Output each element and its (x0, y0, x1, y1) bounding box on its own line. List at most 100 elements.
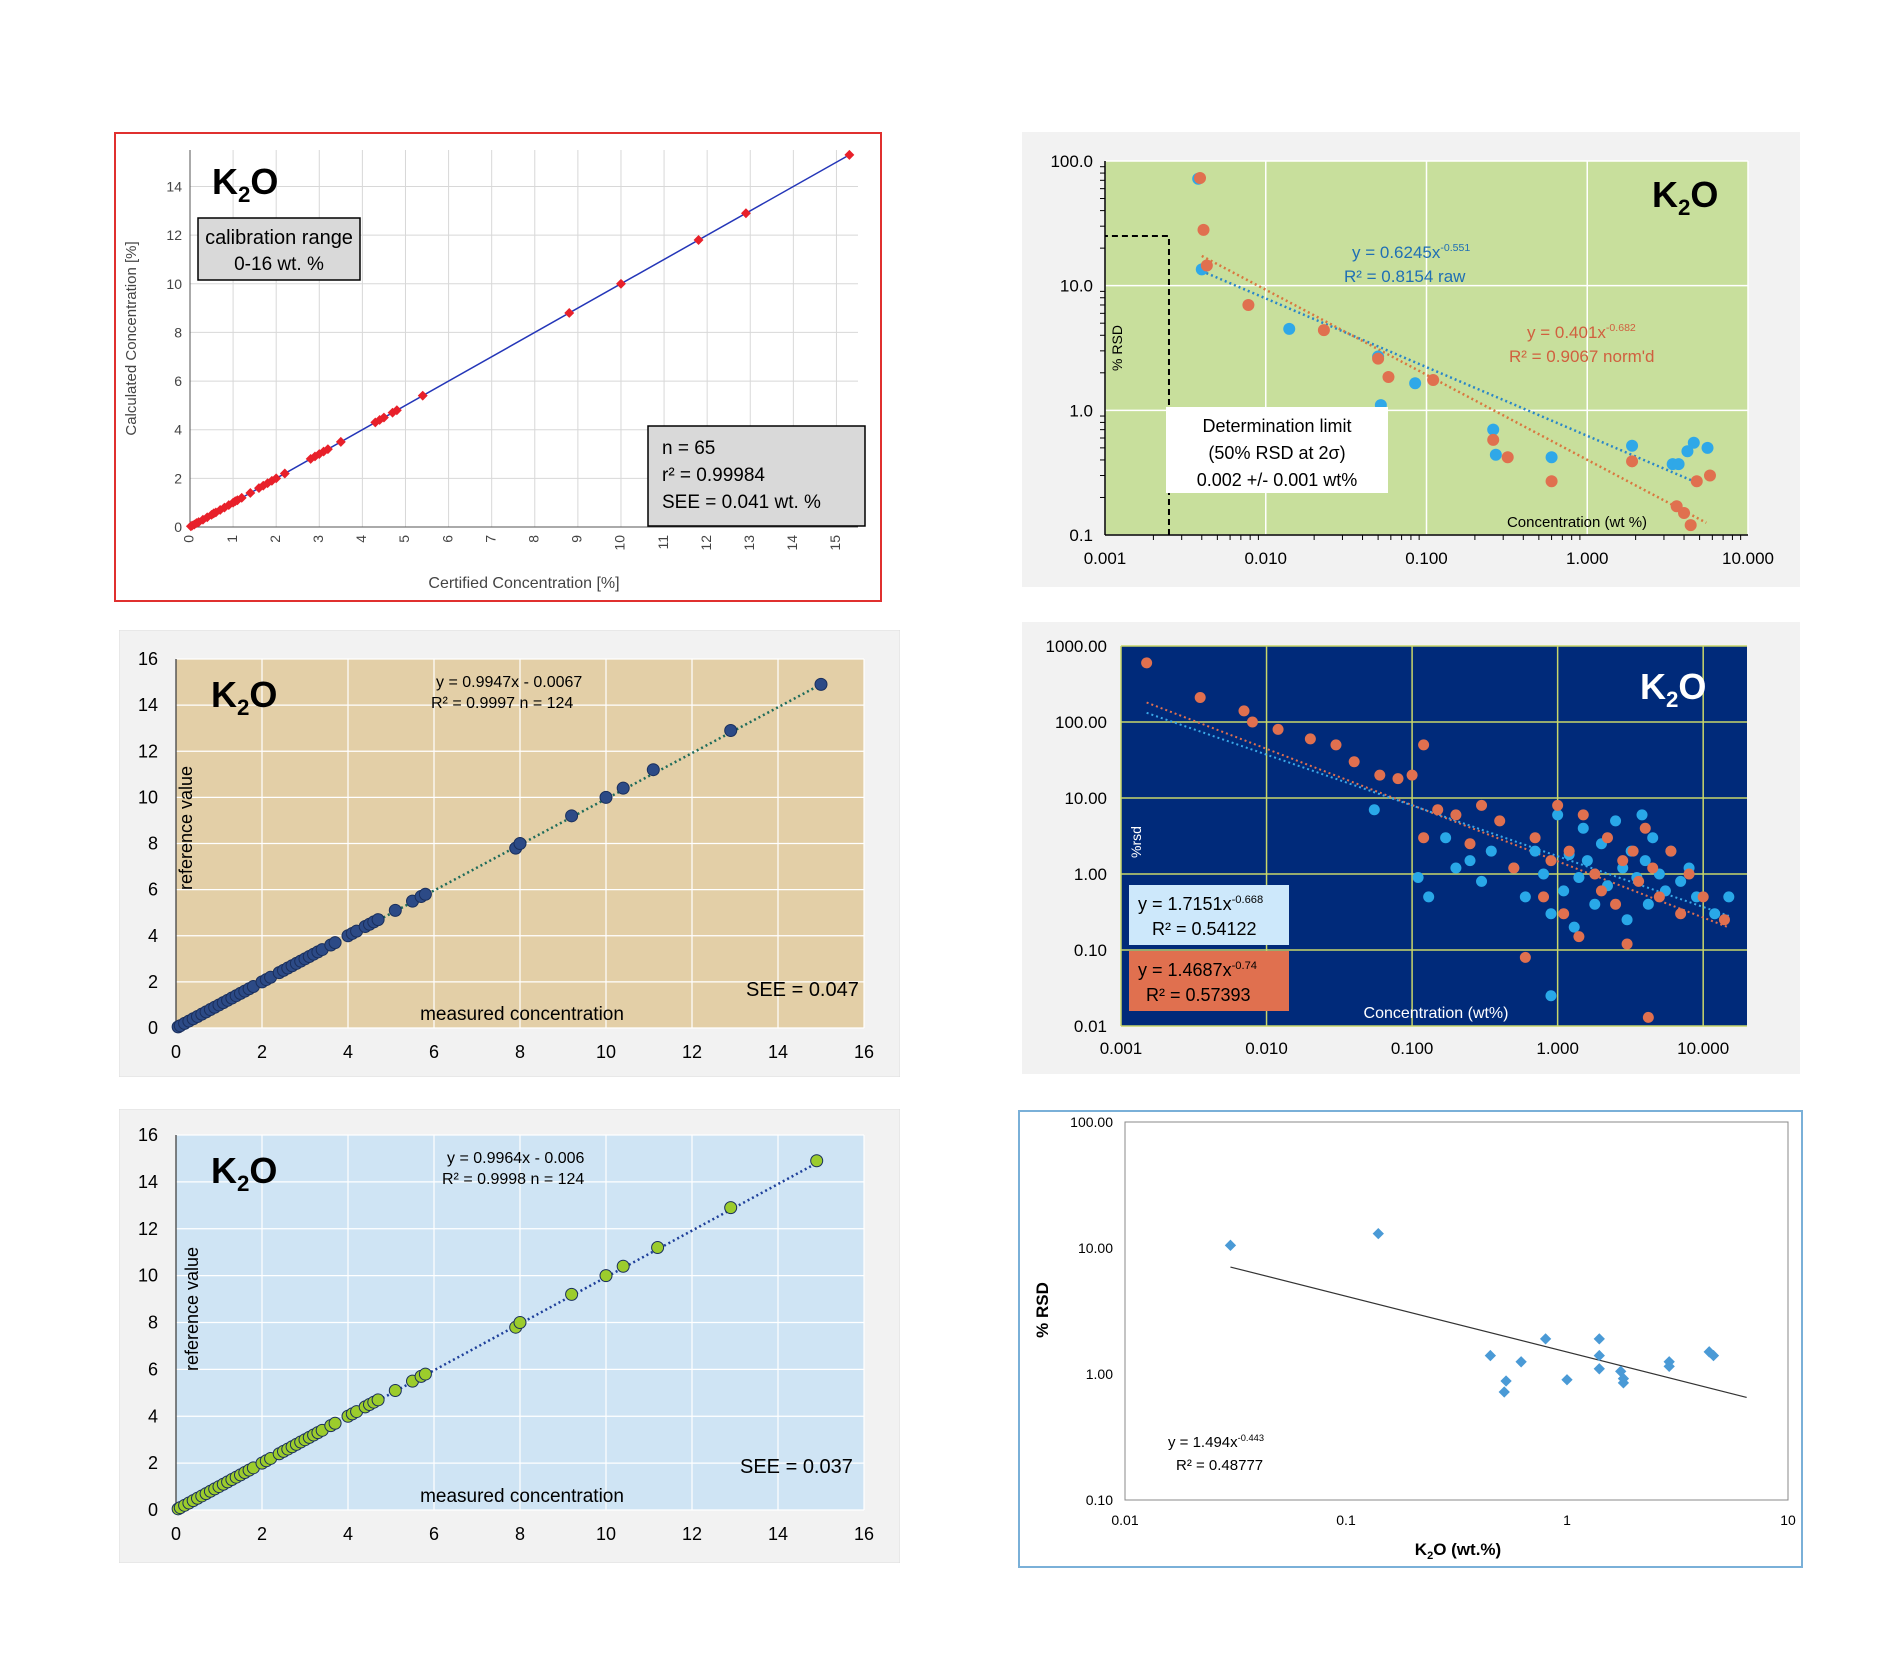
data-point-red (1450, 809, 1462, 821)
data-point (245, 487, 256, 498)
data-point (371, 1393, 385, 1407)
x-tick-label: 8 (515, 1524, 525, 1544)
y-tick-label: 0 (148, 1500, 158, 1520)
x-tick-label: 1.000 (1566, 549, 1609, 568)
rsd-chart-navy: 0.001 0.010 0.100 1.000 10.000 0.01 0.10 1.00 10… (1022, 622, 1800, 1074)
data-point-red (1647, 862, 1659, 874)
data-point-red (1627, 845, 1639, 857)
data-point (388, 903, 402, 917)
data-point-blue (1723, 891, 1735, 903)
y-axis-label: reference value (182, 1247, 202, 1371)
x-tick-label: 14 (768, 1524, 788, 1544)
data-point (328, 936, 342, 950)
data-point (418, 887, 432, 901)
equation-label: y = 0.9964x - 0.006 (447, 1150, 585, 1167)
trend-line-normd (1201, 254, 1707, 524)
y-tick-label: 10 (138, 787, 158, 807)
y-tick-label: 10.00 (1064, 789, 1107, 808)
data-point-blue (1558, 885, 1570, 897)
data-point-red (1633, 875, 1645, 887)
y-tick-label: 14 (138, 1172, 158, 1192)
data-point (810, 1154, 824, 1168)
y-tick-label: 12 (166, 227, 182, 243)
y-axis-label: Calculated Concentration [%] (123, 241, 140, 435)
stats-box-line: r² = 0.99984 (662, 465, 765, 486)
x-tick-label: 0 (171, 1524, 181, 1544)
data-point-blue (1573, 871, 1585, 883)
data-point-blue (1423, 891, 1435, 903)
data-point-raw (1489, 448, 1502, 461)
x-tick-label: 9 (569, 535, 585, 543)
x-tick-label: 6 (439, 535, 455, 543)
y-axis-label: reference value (176, 766, 196, 890)
data-point-blue (1529, 845, 1541, 857)
data-point-blue (1639, 855, 1651, 867)
data-point (814, 677, 828, 691)
data-point-normd (1501, 451, 1514, 464)
y-tick-label: 8 (148, 834, 158, 854)
r2-label: R² = 0.48777 (1176, 1457, 1263, 1474)
data-point-normd (1684, 519, 1697, 532)
r2-red: R² = 0.57393 (1146, 985, 1251, 1005)
data-point-red (1675, 908, 1687, 920)
data-point-raw (1545, 451, 1558, 464)
data-point (1561, 1374, 1573, 1386)
data-point (1593, 1333, 1605, 1345)
data-point-blue (1545, 908, 1557, 920)
data-point-normd (1545, 475, 1558, 488)
data-point-red (1392, 773, 1404, 785)
x-tick-label: 14 (768, 1042, 788, 1062)
x-tick-label: 8 (525, 535, 541, 543)
data-point-red (1653, 891, 1665, 903)
x-tick-label: 10 (596, 1524, 616, 1544)
data-point-red (1418, 739, 1430, 751)
y-tick-label: 100.00 (1070, 1114, 1113, 1130)
r2-blue: R² = 0.54122 (1152, 919, 1257, 939)
y-axis-label: %rsd (1128, 826, 1144, 858)
y-tick-label: 0 (148, 1018, 158, 1038)
data-point (322, 444, 333, 455)
data-point-raw (1409, 377, 1422, 390)
limit-box-line: (50% RSD at 2σ) (1208, 443, 1345, 463)
y-tick-label: 0.10 (1074, 941, 1107, 960)
y-tick-label: 16 (138, 1125, 158, 1145)
x-tick-label: 11 (655, 535, 671, 550)
trend-r2-normd: R² = 0.9067 norm'd (1509, 347, 1654, 366)
data-point-normd (1372, 352, 1385, 365)
x-tick-label: 0.010 (1244, 549, 1287, 568)
x-tick-label: 14 (784, 535, 800, 551)
x-tick-label: 0.001 (1084, 549, 1127, 568)
data-point (391, 405, 402, 416)
x-tick-label: 12 (698, 535, 714, 551)
data-point-red (1595, 885, 1607, 897)
see-label: SEE = 0.037 (740, 1456, 853, 1478)
data-point (1707, 1349, 1720, 1362)
fit-line (175, 1159, 822, 1512)
data-point (418, 1367, 432, 1381)
data-point-normd (1690, 475, 1703, 488)
y-tick-label: 2 (148, 1453, 158, 1473)
panel-border (1018, 1110, 1803, 1568)
data-point-blue (1552, 809, 1564, 821)
data-point-red (1545, 855, 1557, 867)
data-point (513, 837, 527, 850)
y-tick-label: 0.1 (1069, 526, 1093, 545)
x-tick-label: 10.000 (1722, 549, 1774, 568)
y-tick-label: 6 (174, 373, 182, 389)
panel-rsd-chart-green: 0.001 0.010 0.100 1.000 10.000 0.1 1.0 10.0 100.… (1022, 132, 1800, 587)
data-point-normd (1703, 469, 1716, 482)
data-point-red (1683, 868, 1695, 880)
panel-reference-chart-blue: 0 2 4 6 8 10 12 14 16 0 2 4 6 8 10 12 14 16 measured conce… (119, 1109, 900, 1563)
x-tick-label: 10 (596, 1042, 616, 1062)
data-point (616, 1259, 630, 1273)
x-tick-label: 12 (682, 1042, 702, 1062)
calibration-chart: 0 1 2 3 4 5 6 7 8 9 10 11 12 13 14 1502468101214Certifi… (114, 132, 882, 602)
y-tick-label: 10 (138, 1266, 158, 1286)
y-tick-label: 2 (148, 972, 158, 992)
data-point (740, 208, 751, 219)
y-tick-label: 0.01 (1074, 1017, 1107, 1036)
data-point-blue (1450, 862, 1462, 874)
y-tick-label: 2 (174, 470, 182, 486)
data-point (599, 1269, 613, 1283)
data-point-blue (1610, 815, 1622, 827)
